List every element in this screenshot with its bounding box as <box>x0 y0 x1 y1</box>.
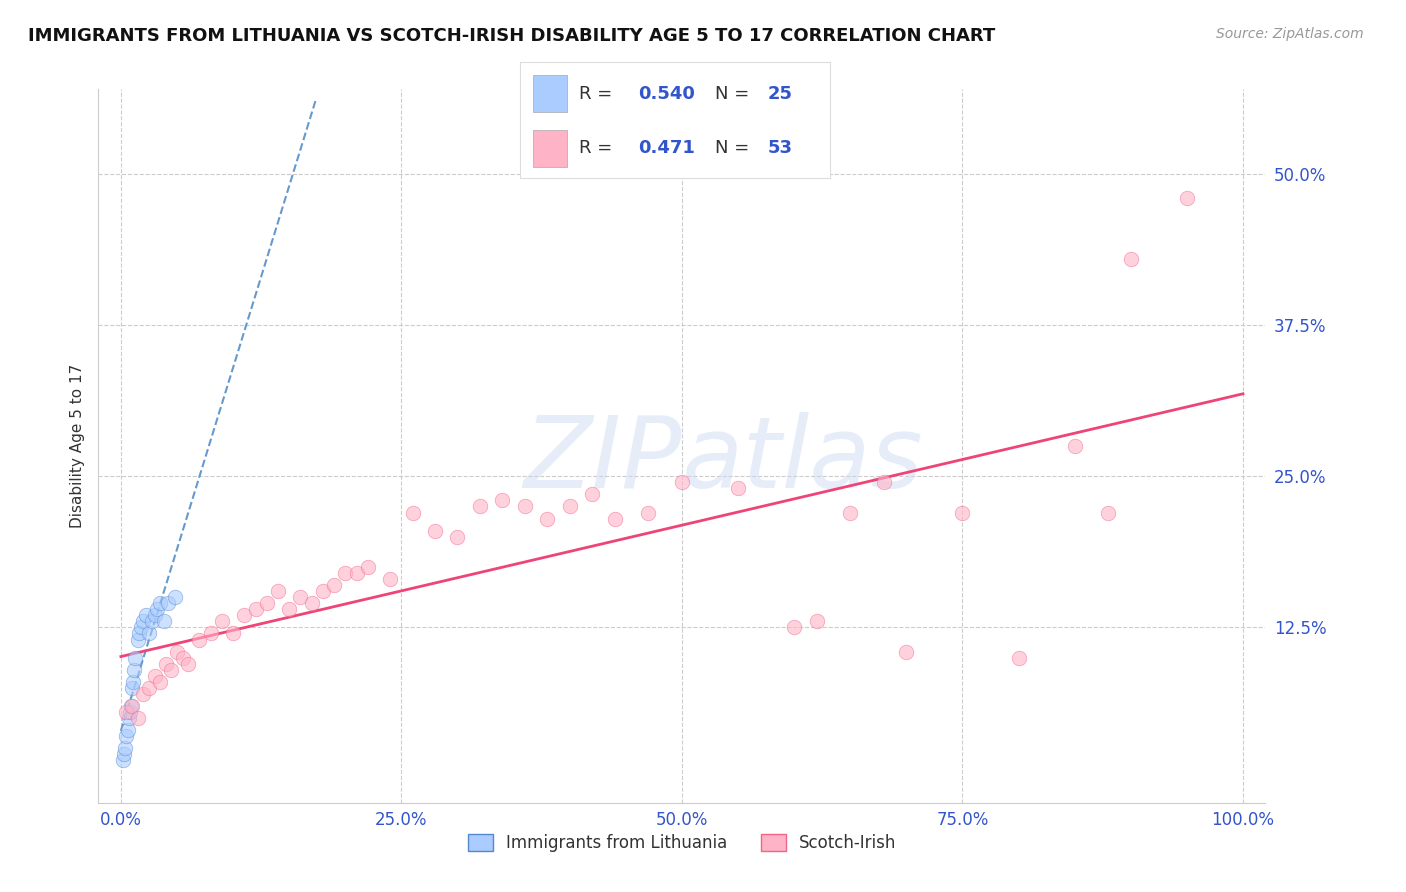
Point <box>245 602 267 616</box>
Point <box>120 699 142 714</box>
Point <box>188 632 211 647</box>
Point <box>301 596 323 610</box>
Point <box>401 506 423 520</box>
Point <box>200 626 222 640</box>
Point <box>873 475 896 490</box>
Point <box>323 578 346 592</box>
Point <box>160 663 183 677</box>
Point <box>138 681 160 695</box>
Point <box>124 663 146 677</box>
Point <box>112 754 135 768</box>
Point <box>335 566 357 580</box>
Point <box>952 506 974 520</box>
Text: Source: ZipAtlas.com: Source: ZipAtlas.com <box>1216 27 1364 41</box>
Point <box>141 615 163 629</box>
Text: R =: R = <box>579 85 619 103</box>
Legend: Immigrants from Lithuania, Scotch-Irish: Immigrants from Lithuania, Scotch-Irish <box>461 827 903 859</box>
Point <box>1007 650 1029 665</box>
Point <box>127 632 149 647</box>
Point <box>839 506 862 520</box>
Text: atlas: atlas <box>682 412 924 508</box>
Point <box>143 669 166 683</box>
Point <box>166 645 188 659</box>
Text: ZIP: ZIP <box>523 412 682 508</box>
Point <box>783 620 806 634</box>
Point <box>558 500 581 514</box>
Point <box>112 747 135 762</box>
Point <box>172 650 194 665</box>
Y-axis label: Disability Age 5 to 17: Disability Age 5 to 17 <box>69 364 84 528</box>
Point <box>121 699 143 714</box>
Bar <box>533 75 567 112</box>
Point <box>468 500 491 514</box>
Point <box>149 674 172 689</box>
Point <box>1063 439 1085 453</box>
Point <box>177 657 200 671</box>
Point <box>1119 252 1142 266</box>
Text: N =: N = <box>716 85 755 103</box>
Text: IMMIGRANTS FROM LITHUANIA VS SCOTCH-IRISH DISABILITY AGE 5 TO 17 CORRELATION CHA: IMMIGRANTS FROM LITHUANIA VS SCOTCH-IRIS… <box>28 27 995 45</box>
Point <box>121 681 143 695</box>
Point <box>727 481 749 495</box>
Point <box>155 657 177 671</box>
Point <box>233 608 256 623</box>
Point <box>127 711 149 725</box>
Point <box>132 687 155 701</box>
Text: 25: 25 <box>768 85 793 103</box>
Point <box>128 626 150 640</box>
Point <box>581 487 603 501</box>
Point <box>806 615 828 629</box>
Text: 53: 53 <box>768 139 793 157</box>
Text: R =: R = <box>579 139 619 157</box>
Point <box>290 590 312 604</box>
Point <box>118 705 141 719</box>
Point <box>115 729 138 743</box>
Point <box>115 705 138 719</box>
Point <box>1097 506 1119 520</box>
Point <box>124 650 146 665</box>
Point <box>423 524 446 538</box>
Point <box>222 626 245 640</box>
Point <box>896 645 918 659</box>
Point <box>536 511 558 525</box>
Point <box>637 506 659 520</box>
Point <box>278 602 301 616</box>
Point <box>267 584 290 599</box>
Point <box>513 500 536 514</box>
Point <box>132 615 155 629</box>
Point <box>446 530 468 544</box>
Point <box>135 608 157 623</box>
Text: 0.471: 0.471 <box>638 139 695 157</box>
Point <box>114 741 136 756</box>
Bar <box>533 129 567 167</box>
Point <box>312 584 335 599</box>
Text: 0.540: 0.540 <box>638 85 695 103</box>
Point <box>603 511 626 525</box>
Text: N =: N = <box>716 139 755 157</box>
Point <box>1175 191 1198 205</box>
Point <box>163 590 186 604</box>
Point <box>211 615 233 629</box>
Point <box>138 626 160 640</box>
Point <box>143 608 166 623</box>
Point <box>357 560 380 574</box>
Point <box>129 620 152 634</box>
Point <box>380 572 402 586</box>
Point <box>118 711 141 725</box>
Point <box>671 475 693 490</box>
Point <box>117 723 139 738</box>
Point <box>152 615 174 629</box>
Point <box>491 493 513 508</box>
Point <box>156 596 179 610</box>
Point <box>146 602 169 616</box>
Point <box>346 566 368 580</box>
Point <box>122 674 145 689</box>
Point <box>256 596 278 610</box>
Point <box>149 596 172 610</box>
